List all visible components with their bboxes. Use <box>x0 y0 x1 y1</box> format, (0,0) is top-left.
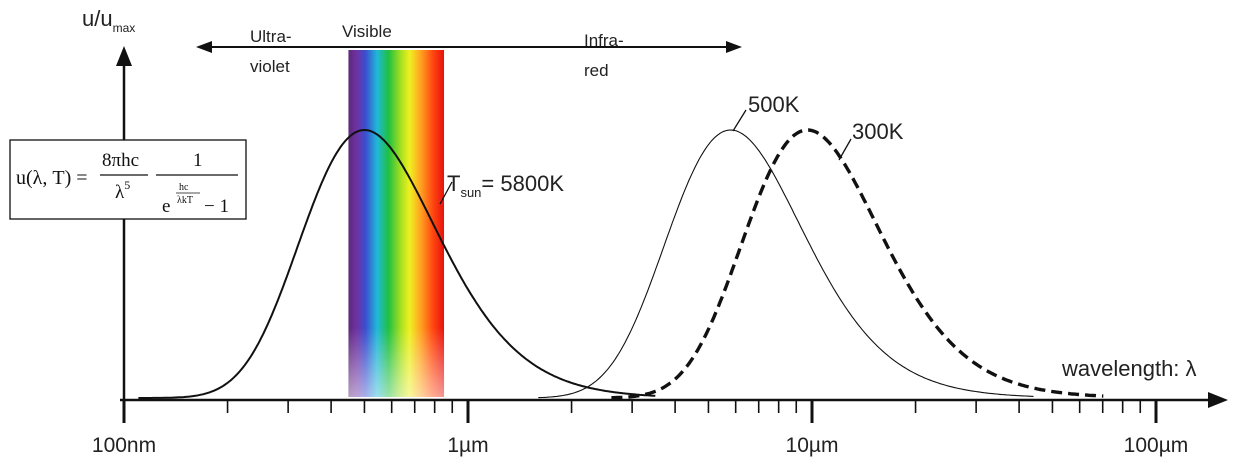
range-arrow-left-head <box>196 41 212 53</box>
visible-band-fade <box>348 50 445 397</box>
series-curve-sun-5800k <box>138 128 656 399</box>
sun-label-leader <box>439 181 453 205</box>
y-axis-label-main: u/u <box>82 6 113 31</box>
ir-label-line2: red <box>584 61 609 80</box>
x-tick-label: 1µm <box>447 434 488 457</box>
formula-num1: 8πhc <box>102 150 139 171</box>
series-label-500k: 500K <box>748 92 800 117</box>
formula-exp-num: hc <box>179 182 189 193</box>
500k-label-leader <box>732 109 747 132</box>
ir-label-line1: Infra- <box>584 31 624 50</box>
x-tick-label: 10µm <box>786 434 839 457</box>
series-curve-300k <box>611 128 1104 400</box>
formula-den1-exp: 5 <box>124 178 130 192</box>
series-label-sun-sub: sun <box>460 185 481 200</box>
uv-label-line2: violet <box>250 57 290 76</box>
x-axis-label: wavelength: λ <box>1061 356 1197 381</box>
y-axis-label-sub: max <box>113 21 136 35</box>
formula-num2: 1 <box>193 150 203 171</box>
formula-lhs: u(λ, T) = <box>16 167 88 189</box>
series-label-sun-tail: = 5800K <box>481 171 564 196</box>
x-axis-ticks <box>122 400 1158 423</box>
series-label-300k: 300K <box>852 119 904 144</box>
y-axis-arrowhead <box>116 46 132 66</box>
visible-spectrum-band <box>348 50 445 397</box>
uv-label-line1: Ultra- <box>250 27 292 46</box>
series-label-sun-main: T <box>447 171 460 196</box>
planck-formula: u(λ, T) = 8πhc λ5 1 e hc λkT − 1 <box>9 139 247 220</box>
formula-den1: λ5 <box>115 178 130 203</box>
y-axis-label: u/umax <box>82 6 135 35</box>
visible-label: Visible <box>342 22 392 41</box>
series-curve-500k <box>538 129 1034 399</box>
x-axis-tick-labels: 100nm 1µm 10µm 100µm <box>92 434 1188 457</box>
formula-box <box>9 139 247 220</box>
x-tick-label: 100µm <box>1124 434 1189 457</box>
formula-den2-tail: − 1 <box>204 196 229 217</box>
300k-label-leader <box>838 138 852 161</box>
x-tick-label: 100nm <box>92 434 156 457</box>
series-label-sun: Tsun= 5800K <box>447 171 564 200</box>
x-axis-arrowhead <box>1208 392 1228 408</box>
formula-den2-base: e <box>162 196 170 217</box>
range-arrow-right-head <box>726 41 742 53</box>
formula-den1-base: λ <box>115 182 125 203</box>
formula-exp-den: λkT <box>177 195 193 206</box>
